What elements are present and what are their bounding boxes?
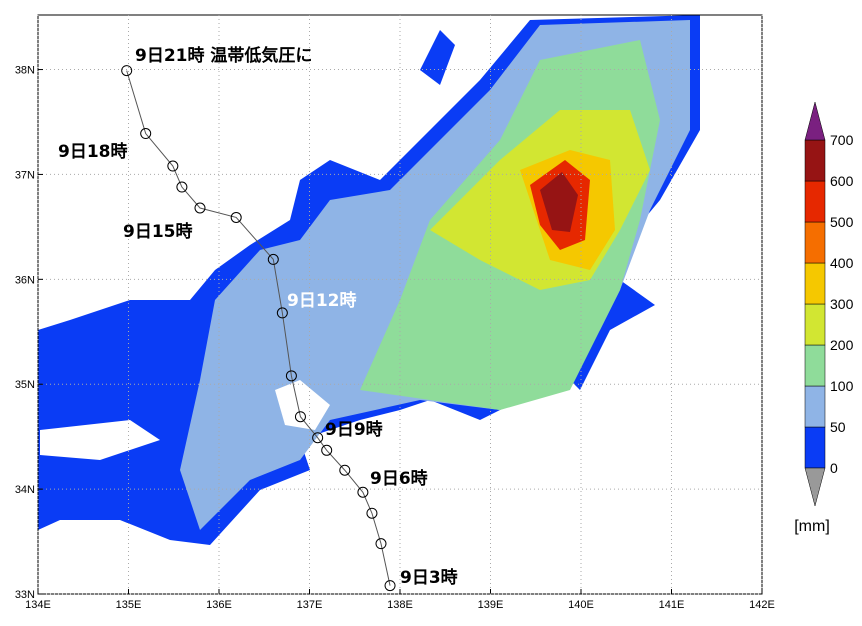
x-tick-label: 142E <box>749 599 775 611</box>
track-point <box>194 202 206 214</box>
colorbar-segment <box>804 221 826 264</box>
track-label: 9日9時 <box>325 419 383 440</box>
colorbar-label: 200 <box>830 337 854 353</box>
colorbar-label: 100 <box>830 378 854 394</box>
track-label: 9日15時 <box>123 221 193 242</box>
track-label: 9日3時 <box>400 567 458 588</box>
colorbar-unit: [mm] <box>794 518 830 535</box>
x-tick-label: 136E <box>206 599 232 611</box>
x-tick-label: 134E <box>25 599 51 611</box>
x-tick-label: 137E <box>297 599 323 611</box>
x-tick-label: 140E <box>568 599 594 611</box>
colorbar-segment <box>804 303 826 346</box>
track-point <box>339 464 351 476</box>
colorbar-segment <box>804 139 826 182</box>
track-point <box>267 253 279 265</box>
colorbar-label: 700 <box>830 132 854 148</box>
track-point <box>230 211 242 223</box>
colorbar-label: 600 <box>830 173 854 189</box>
track-point <box>357 486 369 498</box>
track-point <box>167 160 179 172</box>
sea-bay <box>275 380 330 430</box>
track-point <box>140 128 152 140</box>
colorbar-segment <box>804 344 826 387</box>
x-tick-label: 141E <box>659 599 685 611</box>
colorbar-segment <box>804 385 826 428</box>
track-point <box>312 432 324 444</box>
track-point <box>121 65 133 77</box>
x-tick-label: 138E <box>387 599 413 611</box>
y-tick-label: 37N <box>15 169 35 181</box>
sea-gap <box>40 420 160 460</box>
rain-600 <box>540 172 578 232</box>
track-point <box>321 444 333 456</box>
y-tick-label: 38N <box>15 65 35 77</box>
track-label: 9日21時 温帯低気圧に <box>135 45 312 66</box>
track-point <box>384 580 396 592</box>
colorbar-segment <box>804 262 826 305</box>
y-tick-label: 33N <box>15 589 35 601</box>
colorbar-over <box>804 101 826 141</box>
track-point <box>294 411 306 423</box>
track-label: 9日6時 <box>370 468 428 489</box>
colorbar-label: 300 <box>830 296 854 312</box>
y-tick-label: 36N <box>15 274 35 286</box>
y-tick-label: 34N <box>15 484 35 496</box>
colorbar-label: 0 <box>830 460 838 476</box>
track-label: 9日12時 <box>287 290 357 311</box>
x-tick-label: 139E <box>478 599 504 611</box>
colorbar-label: 50 <box>830 419 846 435</box>
land <box>38 15 700 545</box>
track-label: 9日18時 <box>58 141 128 162</box>
colorbar-under <box>804 467 826 507</box>
x-tick-label: 135E <box>116 599 142 611</box>
colorbar-segment <box>804 426 826 469</box>
track-point <box>366 507 378 519</box>
colorbar-label: 500 <box>830 214 854 230</box>
colorbar-label: 400 <box>830 255 854 271</box>
track-point <box>176 181 188 193</box>
track-point <box>375 538 387 550</box>
colorbar-segment <box>804 180 826 223</box>
typhoon-track <box>126 70 391 586</box>
island <box>420 30 455 85</box>
track-point <box>276 307 288 319</box>
y-tick-label: 35N <box>15 379 35 391</box>
track-point <box>285 370 297 382</box>
